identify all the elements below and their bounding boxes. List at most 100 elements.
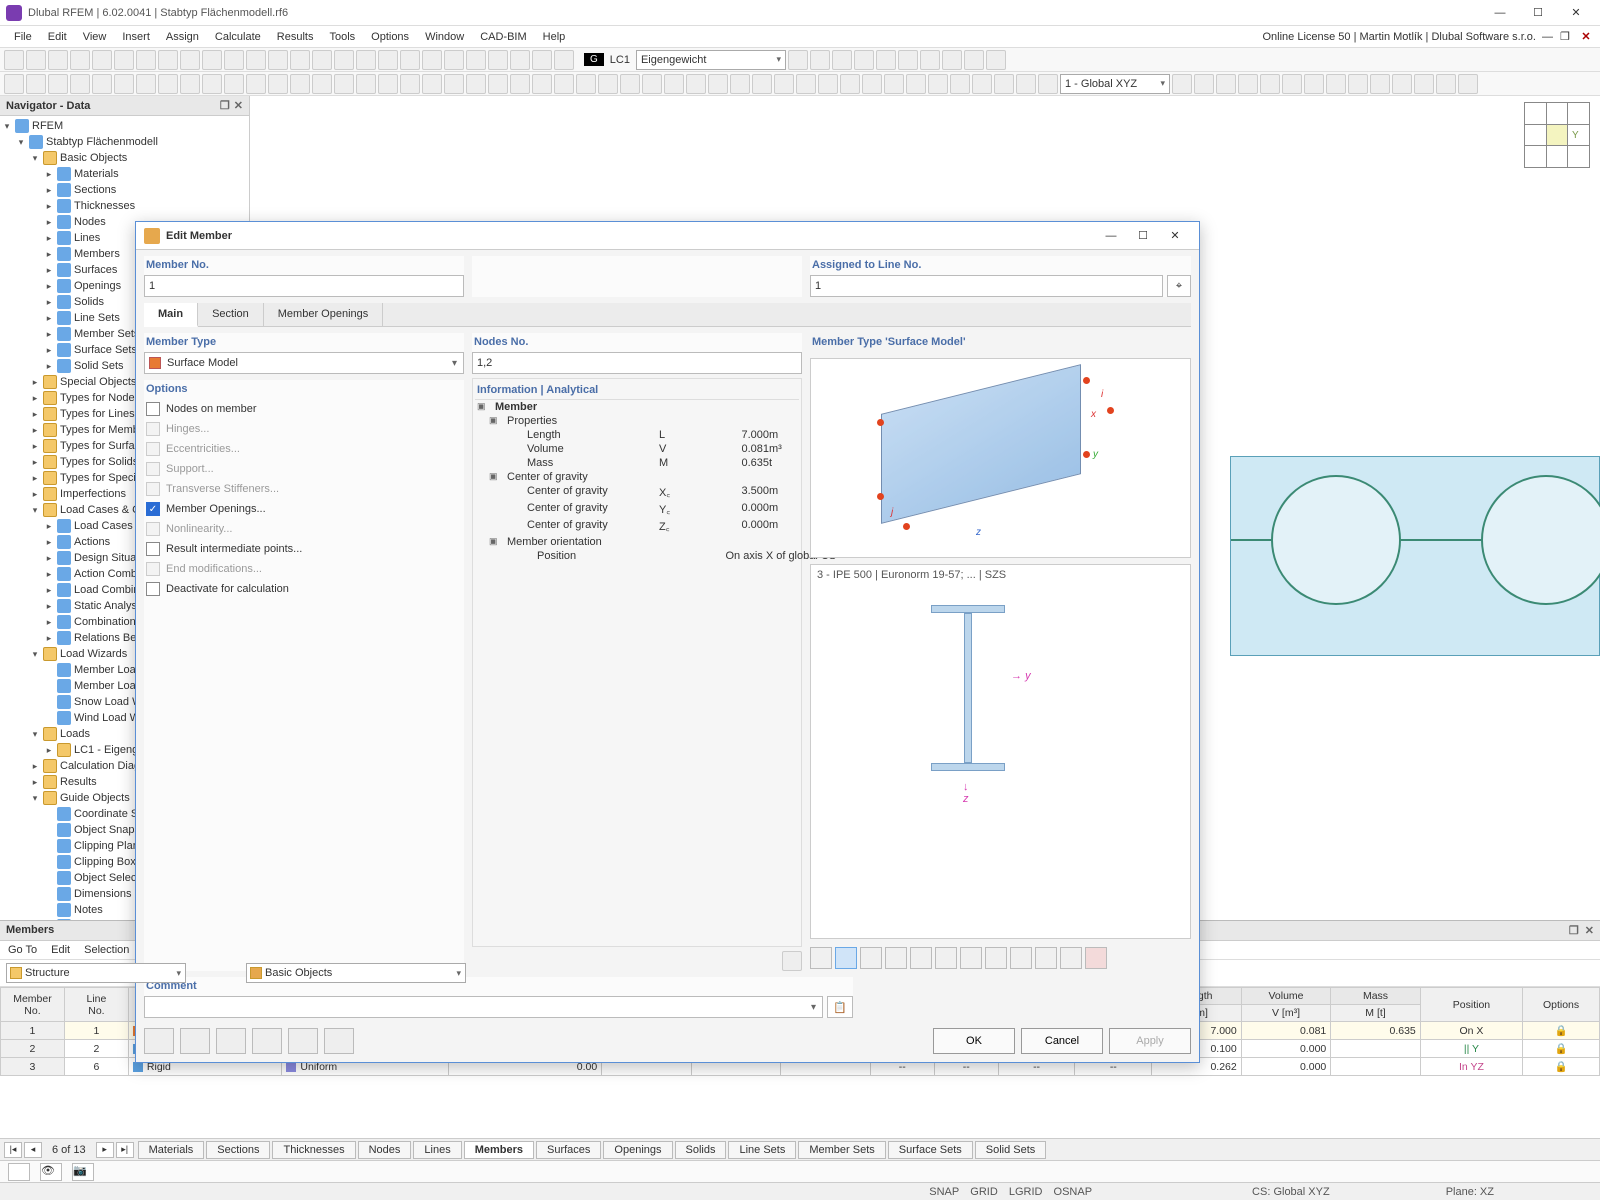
toolbar-button[interactable] — [942, 50, 962, 70]
toolbar-button[interactable] — [136, 50, 156, 70]
footer-tool-button[interactable] — [180, 1028, 210, 1054]
toolbar-button[interactable] — [510, 74, 530, 94]
option-member-openings-[interactable]: ✓Member Openings... — [144, 499, 464, 519]
preview-3d[interactable]: x y z i j — [810, 358, 1191, 558]
category-combo[interactable]: Basic Objects — [246, 963, 466, 983]
sheet-tab-solids[interactable]: Solids — [675, 1141, 727, 1159]
ok-button[interactable]: OK — [933, 1028, 1015, 1054]
toolbar-button[interactable] — [158, 50, 178, 70]
tree-model[interactable]: ▾Stabtyp Flächenmodell — [0, 134, 249, 150]
menu-cad-bim[interactable]: CAD-BIM — [472, 29, 534, 45]
toolbar-button[interactable] — [1414, 74, 1434, 94]
tree-item[interactable]: ▸Thicknesses — [0, 198, 249, 214]
menu-help[interactable]: Help — [535, 29, 574, 45]
doc-minimize-button[interactable]: — — [1542, 31, 1560, 43]
toolbar-button[interactable] — [378, 74, 398, 94]
sheet-tab-member sets[interactable]: Member Sets — [798, 1141, 885, 1159]
cancel-button[interactable]: Cancel — [1021, 1028, 1103, 1054]
close-button[interactable]: ✕ — [1558, 2, 1594, 24]
footer-tool-button[interactable] — [252, 1028, 282, 1054]
comment-field[interactable] — [144, 996, 823, 1018]
menu-edit[interactable]: Edit — [40, 29, 75, 45]
dialog-maximize-button[interactable]: ☐ — [1127, 225, 1159, 247]
toolbar-button[interactable] — [268, 50, 288, 70]
toolbar-button[interactable] — [972, 74, 992, 94]
toolbar-button[interactable] — [532, 74, 552, 94]
sheet-nav-last[interactable]: ▸| — [116, 1142, 134, 1158]
bp-menu-go to[interactable]: Go To — [8, 944, 37, 956]
sheet-tab-openings[interactable]: Openings — [603, 1141, 672, 1159]
toolbar-button[interactable] — [136, 74, 156, 94]
member-no-field[interactable]: 1 — [144, 275, 464, 297]
toolbar-button[interactable] — [1458, 74, 1478, 94]
toolbar-button[interactable] — [986, 50, 1006, 70]
sheet-tab-thicknesses[interactable]: Thicknesses — [272, 1141, 355, 1159]
toolbar-button[interactable] — [4, 50, 24, 70]
toolbar-button[interactable] — [378, 50, 398, 70]
preview-tool-button[interactable] — [835, 947, 857, 969]
sheet-tab-surface sets[interactable]: Surface Sets — [888, 1141, 973, 1159]
toolbar-button[interactable] — [312, 74, 332, 94]
preview-tool-button[interactable] — [1035, 947, 1057, 969]
preview-tool-button[interactable] — [935, 947, 957, 969]
loadcase-combo[interactable]: Eigengewicht — [636, 50, 786, 70]
toolbar-button[interactable] — [810, 50, 830, 70]
toolbar-button[interactable] — [832, 50, 852, 70]
toolbar-button[interactable] — [774, 74, 794, 94]
toolbar-button[interactable] — [466, 74, 486, 94]
toolbar-button[interactable] — [1194, 74, 1214, 94]
toolbar-button[interactable] — [92, 74, 112, 94]
dialog-minimize-button[interactable]: — — [1095, 225, 1127, 247]
menu-insert[interactable]: Insert — [114, 29, 158, 45]
menu-assign[interactable]: Assign — [158, 29, 207, 45]
toolbar-button[interactable] — [92, 50, 112, 70]
toolbar-button[interactable] — [1216, 74, 1236, 94]
comment-button[interactable]: 📋 — [827, 996, 853, 1018]
toolbar-button[interactable] — [994, 74, 1014, 94]
option-result-intermediate-points-[interactable]: Result intermediate points... — [144, 539, 464, 559]
sheet-tab-members[interactable]: Members — [464, 1141, 534, 1159]
toolbar-button[interactable] — [1038, 74, 1058, 94]
preview-tool-button[interactable] — [985, 947, 1007, 969]
toolbar-button[interactable] — [444, 50, 464, 70]
sheet-nav-prev[interactable]: ◂ — [24, 1142, 42, 1158]
footer-tool-button[interactable] — [288, 1028, 318, 1054]
toolbar-button[interactable] — [1392, 74, 1412, 94]
toolbar-button[interactable] — [920, 50, 940, 70]
tree-root[interactable]: ▾RFEM — [0, 118, 249, 134]
menu-tools[interactable]: Tools — [321, 29, 363, 45]
toolbar-button[interactable] — [1282, 74, 1302, 94]
menu-window[interactable]: Window — [417, 29, 472, 45]
tab-main[interactable]: Main — [144, 303, 198, 327]
toolbar-button[interactable] — [356, 50, 376, 70]
option-nodes-on-member[interactable]: Nodes on member — [144, 399, 464, 419]
toolbar-button[interactable] — [246, 74, 266, 94]
toolbar-button[interactable] — [950, 74, 970, 94]
toolbar-button[interactable] — [752, 74, 772, 94]
preview-2d[interactable]: 3 - IPE 500 | Euronorm 19-57; ... | SZS … — [810, 564, 1191, 939]
menu-file[interactable]: File — [6, 29, 40, 45]
toolbar-button[interactable] — [1172, 74, 1192, 94]
tree-item[interactable]: ▸Sections — [0, 182, 249, 198]
toolbar-button[interactable] — [1370, 74, 1390, 94]
menu-results[interactable]: Results — [269, 29, 322, 45]
toolbar-button[interactable] — [840, 74, 860, 94]
toolbar-button[interactable] — [906, 74, 926, 94]
menu-options[interactable]: Options — [363, 29, 417, 45]
toolbar-button[interactable] — [466, 50, 486, 70]
toolbar-button[interactable] — [876, 50, 896, 70]
panel-close-icon[interactable]: ✕ — [1585, 924, 1594, 937]
sheet-tab-line sets[interactable]: Line Sets — [728, 1141, 796, 1159]
toolbar-button[interactable] — [1304, 74, 1324, 94]
status-toggle-snap[interactable]: SNAP — [925, 1186, 963, 1198]
toolbar-button[interactable] — [48, 50, 68, 70]
toolbar-button[interactable] — [788, 50, 808, 70]
toolbar-button[interactable] — [224, 74, 244, 94]
toolbar-button[interactable] — [598, 74, 618, 94]
footer-tool-button[interactable] — [324, 1028, 354, 1054]
navigator-close-icon[interactable]: ✕ — [234, 99, 243, 112]
toolbar-button[interactable] — [1348, 74, 1368, 94]
sheet-tab-materials[interactable]: Materials — [138, 1141, 205, 1159]
structure-combo[interactable]: Structure — [6, 963, 186, 983]
toolbar-button[interactable] — [510, 50, 530, 70]
